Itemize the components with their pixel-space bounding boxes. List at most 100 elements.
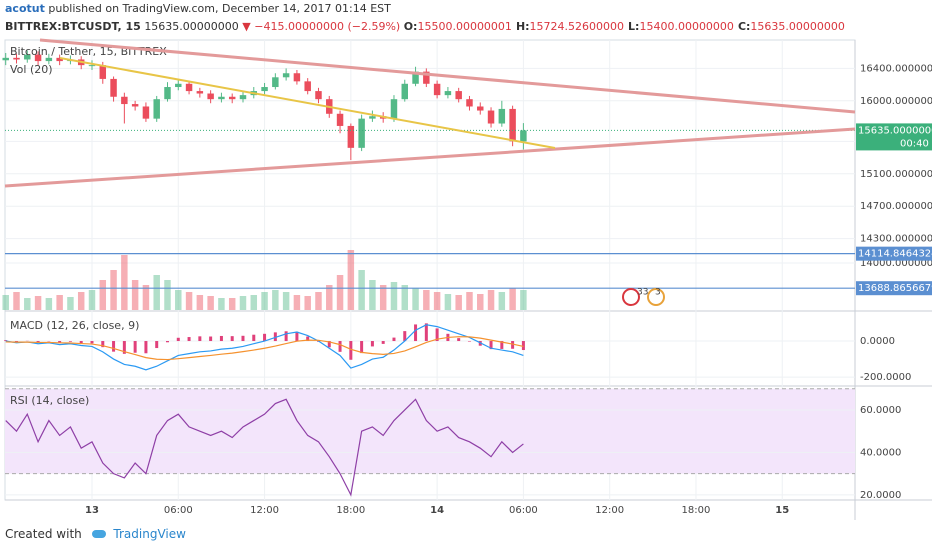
x-tick-label: 15 bbox=[775, 505, 789, 516]
price-tag-label: 14114.84643247 bbox=[858, 249, 932, 260]
ohlc-label: C: bbox=[737, 20, 751, 33]
histogram-bar bbox=[176, 337, 180, 342]
volume-bar bbox=[369, 280, 376, 310]
indicator-line bbox=[5, 324, 524, 371]
histogram-bar bbox=[101, 341, 105, 348]
y-tick-label: 15100.00000000 bbox=[860, 169, 932, 180]
candle-body bbox=[131, 104, 139, 107]
volume-bar bbox=[196, 295, 204, 310]
pane-title: MACD (12, 26, close, 9) bbox=[10, 319, 139, 332]
histogram-bar bbox=[392, 337, 396, 342]
candle-body bbox=[315, 91, 322, 100]
histogram-bar bbox=[327, 341, 331, 348]
histogram-bar bbox=[489, 341, 493, 350]
candle-body bbox=[487, 110, 495, 124]
volume-bar bbox=[207, 296, 214, 310]
price-tag bbox=[856, 246, 932, 261]
histogram-bar bbox=[122, 341, 126, 354]
countdown: 00:40 bbox=[900, 138, 929, 149]
volume-bar bbox=[423, 290, 430, 310]
logo bbox=[91, 530, 106, 538]
y-tick-label: 0.0000 bbox=[860, 336, 895, 347]
histogram-bar bbox=[230, 336, 234, 342]
histogram-bar bbox=[295, 331, 299, 342]
event-icon[interactable] bbox=[647, 288, 665, 306]
volume-bar bbox=[261, 292, 268, 310]
event-icons: 33 3 bbox=[622, 288, 665, 306]
candle-body bbox=[412, 71, 419, 84]
histogram-bar bbox=[403, 331, 407, 342]
candle-body bbox=[175, 83, 182, 88]
volume-bar bbox=[56, 295, 63, 310]
x-tick-label: 12:00 bbox=[250, 505, 279, 516]
candle-body bbox=[228, 96, 236, 100]
pane-title: RSI (14, close) bbox=[10, 394, 89, 407]
symbol: BITTREX:BTCUSDT, 15 bbox=[5, 20, 141, 33]
candle-body bbox=[444, 91, 452, 96]
candle-body bbox=[45, 57, 53, 62]
rsi-band bbox=[5, 388, 855, 474]
histogram-bar bbox=[511, 341, 515, 349]
histogram-bar bbox=[349, 341, 353, 360]
volume-bar bbox=[509, 288, 516, 310]
histogram-bar bbox=[414, 324, 418, 342]
histogram-bar bbox=[263, 333, 267, 342]
volume-bar bbox=[239, 296, 247, 310]
histogram-bar bbox=[241, 335, 245, 342]
y-tick-label: 16000.00000000 bbox=[860, 96, 932, 107]
volume-bar bbox=[358, 270, 365, 310]
volume-bar bbox=[88, 290, 96, 310]
candle-body bbox=[293, 73, 301, 82]
histogram-bar bbox=[521, 341, 525, 351]
volume-bar bbox=[444, 294, 452, 310]
histogram-bar bbox=[457, 338, 461, 342]
x-tick-label: 06:00 bbox=[509, 505, 538, 516]
histogram-bar bbox=[79, 341, 83, 344]
candle-body bbox=[282, 73, 290, 78]
volume-bar bbox=[142, 285, 150, 310]
publish-line: acotut published on TradingView.com, Dec… bbox=[5, 2, 391, 15]
candle-body bbox=[423, 71, 430, 84]
candle-body bbox=[207, 93, 214, 100]
histogram-bar bbox=[338, 341, 342, 352]
candle-body bbox=[56, 57, 63, 62]
brand[interactable]: TradingView bbox=[113, 527, 186, 541]
support-trendline bbox=[4, 127, 856, 188]
price-tag-label: 13688.86566795 bbox=[858, 283, 932, 294]
histogram-bar bbox=[467, 341, 471, 342]
volume-bar bbox=[110, 270, 117, 310]
histogram-bar bbox=[381, 341, 385, 344]
candle-body bbox=[34, 54, 42, 62]
histogram-bar bbox=[133, 341, 137, 353]
volume-bar bbox=[390, 282, 398, 310]
volume-bar bbox=[13, 292, 20, 310]
event-icon[interactable] bbox=[622, 288, 640, 306]
volume-bar bbox=[250, 295, 258, 310]
last-price-tag bbox=[856, 123, 932, 151]
ohlc-value: 15400.00000000 bbox=[639, 20, 734, 33]
volume-bar bbox=[164, 280, 171, 310]
candle-body bbox=[498, 108, 506, 124]
author[interactable]: acotut bbox=[5, 2, 45, 15]
candle-body bbox=[88, 65, 96, 67]
price: 15635.00000000 bbox=[144, 20, 239, 33]
candle-body bbox=[239, 95, 247, 100]
histogram-bar bbox=[273, 332, 277, 342]
footer: Created with TradingView bbox=[5, 527, 186, 541]
volume-bar bbox=[304, 296, 311, 310]
last-price-label: 15635.00000000 bbox=[858, 125, 932, 136]
candle-body bbox=[347, 125, 355, 148]
candle-body bbox=[369, 116, 376, 119]
price-tag bbox=[856, 281, 932, 296]
volume-bar bbox=[77, 292, 85, 310]
resistance-trendline bbox=[39, 38, 856, 114]
volume-bar bbox=[131, 280, 139, 310]
volume-bar bbox=[45, 298, 53, 310]
histogram-bar bbox=[360, 341, 364, 354]
histogram-bar bbox=[219, 335, 223, 342]
histogram-bar bbox=[68, 341, 72, 342]
x-tick-label: 14 bbox=[430, 505, 444, 516]
volume-bar bbox=[293, 295, 301, 310]
chart: 13 06:00 12:00 18:00 14 06:00 12:00 18:00 15 1640… bbox=[2, 38, 932, 520]
volume-bar bbox=[175, 290, 182, 310]
